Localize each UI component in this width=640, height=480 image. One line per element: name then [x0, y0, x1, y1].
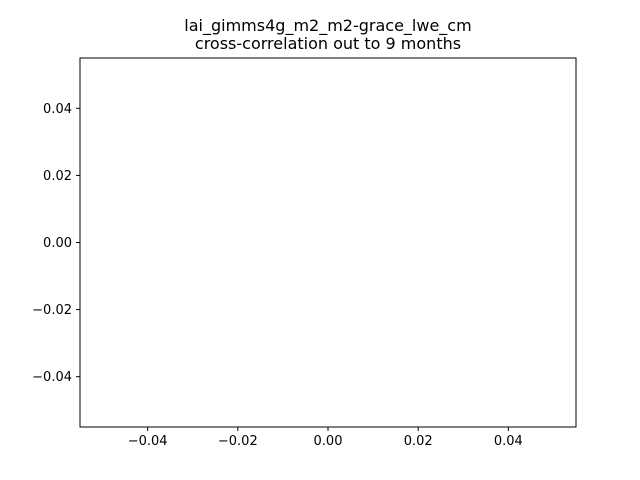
chart-subtitle: cross-correlation out to 9 months — [195, 34, 461, 53]
y-tick-label: −0.04 — [32, 370, 72, 385]
x-tick-label: 0.02 — [404, 434, 433, 449]
y-tick-label: −0.02 — [32, 303, 72, 318]
y-axis: −0.04 −0.02 0.00 0.02 0.04 — [32, 102, 80, 385]
x-tick-label: −0.04 — [128, 434, 168, 449]
x-axis: −0.04 −0.02 0.00 0.02 0.04 — [128, 427, 523, 449]
x-tick-label: 0.00 — [314, 434, 343, 449]
chart-title: lai_gimms4g_m2_m2-grace_lwe_cm — [184, 16, 471, 36]
x-tick-label: 0.04 — [494, 434, 523, 449]
y-tick-label: 0.02 — [43, 169, 72, 184]
y-tick-label: 0.00 — [43, 236, 72, 251]
y-tick-label: 0.04 — [43, 102, 72, 117]
plot-area — [79, 57, 577, 428]
x-tick-label: −0.02 — [218, 434, 258, 449]
